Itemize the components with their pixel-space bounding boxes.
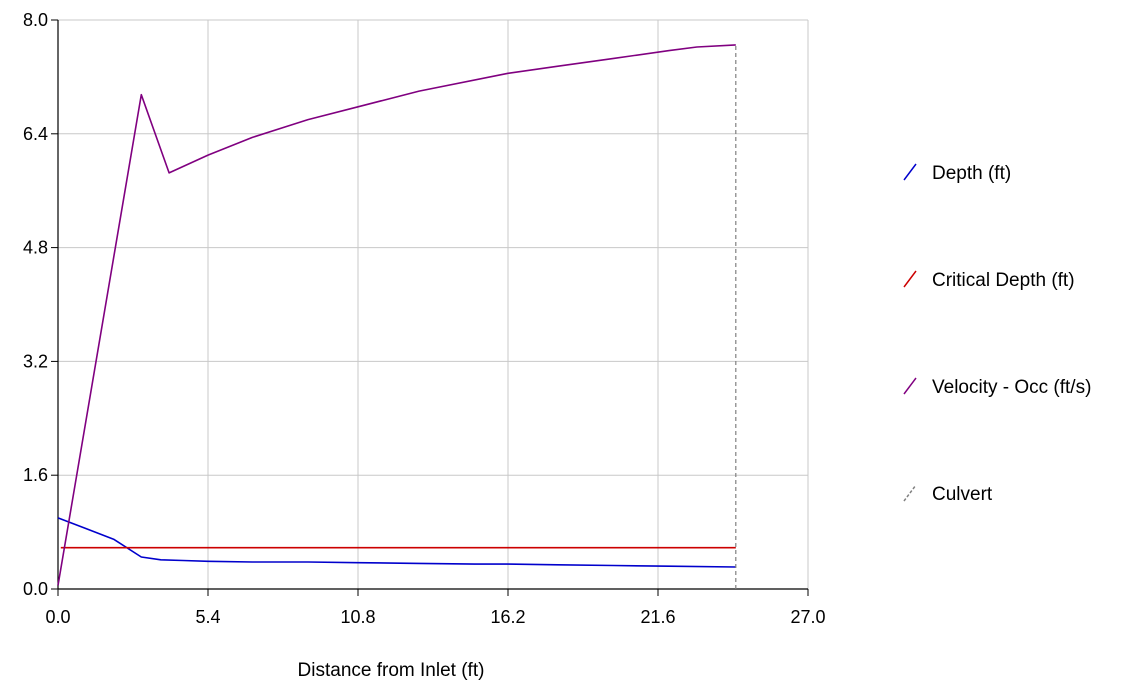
legend-marker-critical-depth-ft: [903, 270, 917, 288]
y-tick-label: 6.4: [23, 124, 48, 144]
y-tick-label: 8.0: [23, 10, 48, 30]
plot-series: [57, 44, 737, 589]
x-tick-label: 21.6: [640, 607, 675, 627]
legend-label-culvert: Culvert: [932, 484, 993, 505]
y-tick-label: 3.2: [23, 351, 48, 371]
x-tick-label: 27.0: [790, 607, 825, 627]
series-line-velocity-occ-ft-s: [57, 44, 736, 586]
legend-marker-velocity-occ-ft-s: [903, 377, 917, 395]
x-axis-title: Distance from Inlet (ft): [298, 660, 485, 681]
legend-label-depth-ft: Depth (ft): [932, 163, 1011, 184]
series-line-depth-ft: [57, 517, 736, 568]
legend-marker-culvert: [903, 484, 917, 502]
x-tick-label: 16.2: [490, 607, 525, 627]
x-tick-label: 5.4: [195, 607, 220, 627]
y-tick-label: 0.0: [23, 579, 48, 599]
legend-label-velocity-occ-ft-s: Velocity - Occ (ft/s): [932, 377, 1091, 398]
y-tick-label: 1.6: [23, 465, 48, 485]
legend-marker-depth-ft: [903, 163, 917, 181]
y-tick-label: 4.8: [23, 238, 48, 258]
legend-label-critical-depth-ft: Critical Depth (ft): [932, 270, 1075, 291]
x-tick-label: 0.0: [45, 607, 70, 627]
legend: Depth (ft) Critical Depth (ft) Velocity - …: [903, 163, 1091, 505]
axes: [51, 19, 809, 596]
grid: [57, 19, 809, 590]
tick-labels: 0.0 5.4 10.8 16.2 21.6 27.0 0.0 1.6 3.2 4.8 6.4 8.0: [23, 10, 826, 627]
x-tick-label: 10.8: [340, 607, 375, 627]
